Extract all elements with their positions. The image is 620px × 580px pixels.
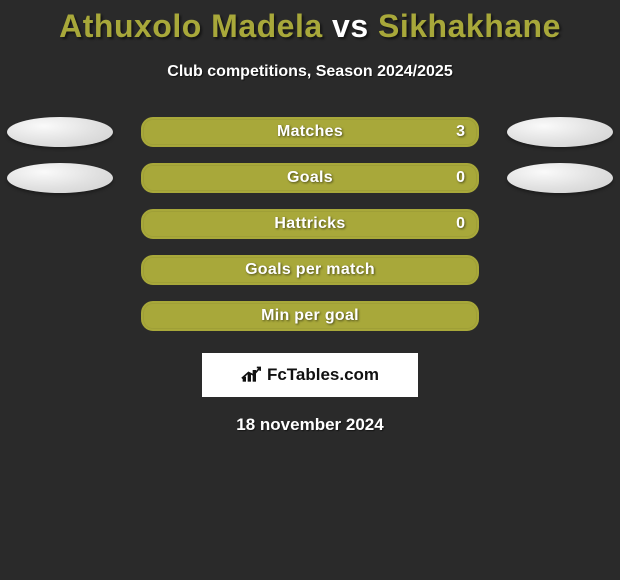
bubble-left	[7, 117, 113, 147]
bar-chart-icon	[241, 366, 261, 384]
brand-text: FcTables.com	[267, 365, 379, 385]
page-title: Athuxolo Madela vs Sikhakhane	[0, 8, 620, 45]
comparison-card: Athuxolo Madela vs Sikhakhane Club compe…	[0, 0, 620, 435]
stat-label: Goals	[287, 169, 333, 187]
stat-label: Goals per match	[245, 261, 375, 279]
stat-label: Matches	[277, 123, 343, 141]
stat-bar: Hattricks 0	[141, 209, 479, 239]
stat-value: 0	[456, 215, 465, 233]
bubble-left	[7, 163, 113, 193]
footer-date: 18 november 2024	[0, 415, 620, 435]
stat-value: 0	[456, 169, 465, 187]
stat-bar: Goals 0	[141, 163, 479, 193]
bubble-right	[507, 163, 613, 193]
stat-row-matches: Matches 3	[0, 117, 620, 147]
stat-row-goals-per-match: Goals per match	[0, 255, 620, 285]
stats-list: Matches 3 Goals 0 Hattricks 0 Goals	[0, 117, 620, 331]
stat-value: 3	[456, 123, 465, 141]
player1-name: Athuxolo Madela	[59, 8, 323, 44]
subtitle: Club competitions, Season 2024/2025	[0, 63, 620, 81]
stat-bar: Min per goal	[141, 301, 479, 331]
stat-label: Min per goal	[261, 307, 359, 325]
stat-row-min-per-goal: Min per goal	[0, 301, 620, 331]
stat-row-hattricks: Hattricks 0	[0, 209, 620, 239]
stat-row-goals: Goals 0	[0, 163, 620, 193]
bubble-right	[507, 117, 613, 147]
stat-label: Hattricks	[274, 215, 345, 233]
stat-bar: Matches 3	[141, 117, 479, 147]
stat-bar: Goals per match	[141, 255, 479, 285]
brand-badge[interactable]: FcTables.com	[202, 353, 418, 397]
player2-name: Sikhakhane	[378, 8, 561, 44]
vs-text: vs	[332, 8, 369, 44]
